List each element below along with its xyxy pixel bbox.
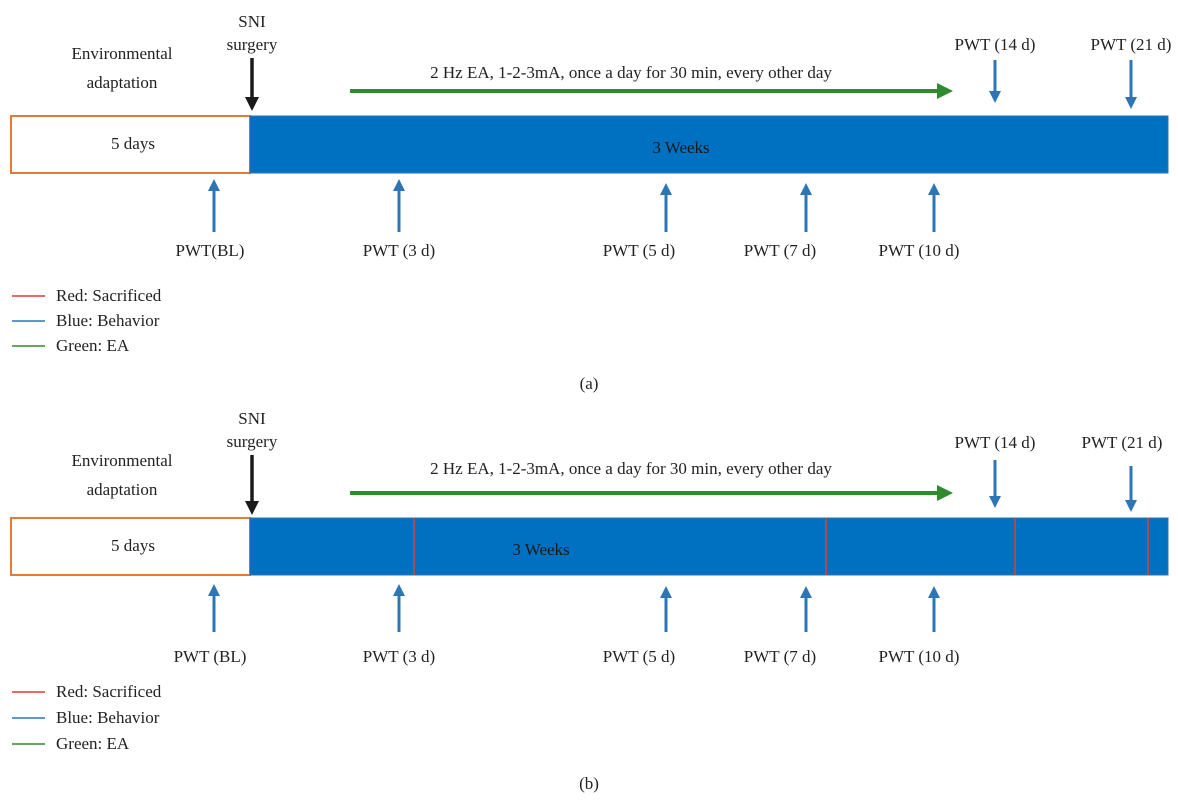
panel-label: (a): [580, 374, 599, 393]
top-arrow-label: PWT (14 d): [955, 433, 1036, 452]
panel-label: (b): [579, 774, 599, 793]
bottom-arrow-label: PWT (5 d): [603, 647, 675, 666]
adaptation-period-text: 5 days: [111, 134, 155, 153]
treatment-timeline-bar: [249, 115, 1169, 174]
top-arrow-label: PWT (21 d): [1082, 433, 1163, 452]
legend-blue-text: Blue: Behavior: [56, 311, 160, 330]
timeline-duration-text: 3 Weeks: [512, 540, 569, 559]
sni-label-line2: surgery: [227, 432, 278, 451]
top-arrow-label: PWT (21 d): [1091, 35, 1172, 54]
timeline-duration-text: 3 Weeks: [652, 138, 709, 157]
adaptation-period-box: [10, 517, 251, 576]
bottom-arrow-label: PWT(BL): [176, 241, 245, 260]
bottom-arrow-label: PWT (3 d): [363, 241, 435, 260]
legend-green-text: Green: EA: [56, 734, 130, 753]
bottom-arrow-label: PWT (7 d): [744, 241, 816, 260]
adaptation-period-box: [10, 115, 251, 174]
sni-label-line1: SNI: [238, 409, 266, 428]
legend-red-text: Red: Sacrificed: [56, 682, 162, 701]
legend-green-text: Green: EA: [56, 336, 130, 355]
ea-protocol-text: 2 Hz EA, 1-2-3mA, once a day for 30 min,…: [430, 63, 832, 82]
sni-label-line2: surgery: [227, 35, 278, 54]
panel-a: Environmental adaptation SNI surgery 2 H…: [10, 12, 1172, 393]
bottom-arrow-label: PWT (5 d): [603, 241, 675, 260]
treatment-timeline-bar: [249, 517, 1169, 576]
sni-label-line1: SNI: [238, 12, 266, 31]
bottom-arrow-label: PWT (7 d): [744, 647, 816, 666]
bottom-arrow-label: PWT (10 d): [879, 647, 960, 666]
env-adaptation-label-line1: Environmental: [71, 451, 172, 470]
bottom-arrow-label: PWT (BL): [174, 647, 247, 666]
top-arrow-label: PWT (14 d): [955, 35, 1036, 54]
env-adaptation-label-line2: adaptation: [87, 480, 158, 499]
adaptation-period-text: 5 days: [111, 536, 155, 555]
panel-b: Environmental adaptation SNI surgery 2 H…: [10, 409, 1169, 793]
bottom-arrow-label: PWT (10 d): [879, 241, 960, 260]
legend-blue-text: Blue: Behavior: [56, 708, 160, 727]
env-adaptation-label-line1: Environmental: [71, 44, 172, 63]
env-adaptation-label-line2: adaptation: [87, 73, 158, 92]
ea-protocol-text: 2 Hz EA, 1-2-3mA, once a day for 30 min,…: [430, 459, 832, 478]
bottom-arrow-label: PWT (3 d): [363, 647, 435, 666]
legend-red-text: Red: Sacrificed: [56, 286, 162, 305]
